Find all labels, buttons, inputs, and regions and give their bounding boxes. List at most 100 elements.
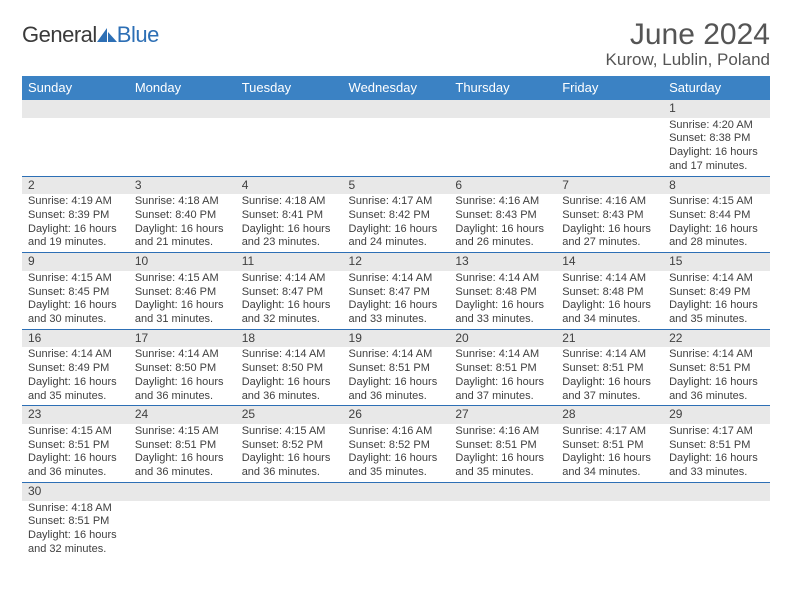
calendar-cell — [556, 100, 663, 176]
day-number: 7 — [556, 177, 663, 195]
day-number-empty — [129, 483, 236, 501]
sunrise-line: Sunrise: 4:19 AM — [28, 195, 123, 209]
daylight-line: Daylight: 16 hours and 32 minutes. — [242, 299, 337, 327]
daylight-line: Daylight: 16 hours and 35 minutes. — [349, 452, 444, 480]
daylight-line: Daylight: 16 hours and 33 minutes. — [455, 299, 550, 327]
calendar-cell — [236, 482, 343, 558]
calendar-cell — [449, 482, 556, 558]
sunset-line: Sunset: 8:40 PM — [135, 209, 230, 223]
sunset-line: Sunset: 8:51 PM — [455, 362, 550, 376]
sunset-line: Sunset: 8:45 PM — [28, 286, 123, 300]
daylight-line: Daylight: 16 hours and 36 minutes. — [135, 376, 230, 404]
sunrise-line: Sunrise: 4:14 AM — [349, 272, 444, 286]
sunset-line: Sunset: 8:51 PM — [562, 362, 657, 376]
day-number-empty — [343, 100, 450, 118]
calendar-cell: 20Sunrise: 4:14 AMSunset: 8:51 PMDayligh… — [449, 329, 556, 406]
calendar-cell: 21Sunrise: 4:14 AMSunset: 8:51 PMDayligh… — [556, 329, 663, 406]
day-details: Sunrise: 4:14 AMSunset: 8:51 PMDaylight:… — [449, 347, 556, 405]
day-details: Sunrise: 4:15 AMSunset: 8:51 PMDaylight:… — [129, 424, 236, 482]
day-details: Sunrise: 4:14 AMSunset: 8:51 PMDaylight:… — [663, 347, 770, 405]
weekday-header: Monday — [129, 76, 236, 100]
calendar-row: 23Sunrise: 4:15 AMSunset: 8:51 PMDayligh… — [22, 406, 770, 483]
daylight-line: Daylight: 16 hours and 31 minutes. — [135, 299, 230, 327]
calendar-cell: 18Sunrise: 4:14 AMSunset: 8:50 PMDayligh… — [236, 329, 343, 406]
day-number-empty — [449, 100, 556, 118]
calendar-cell: 23Sunrise: 4:15 AMSunset: 8:51 PMDayligh… — [22, 406, 129, 483]
brand-text: GeneralBlue — [22, 22, 159, 48]
calendar-cell: 25Sunrise: 4:15 AMSunset: 8:52 PMDayligh… — [236, 406, 343, 483]
daylight-line: Daylight: 16 hours and 36 minutes. — [242, 376, 337, 404]
day-number: 9 — [22, 253, 129, 271]
calendar-cell — [556, 482, 663, 558]
sunset-line: Sunset: 8:51 PM — [28, 515, 123, 529]
sunrise-line: Sunrise: 4:14 AM — [669, 348, 764, 362]
sunrise-line: Sunrise: 4:17 AM — [562, 425, 657, 439]
daylight-line: Daylight: 16 hours and 28 minutes. — [669, 223, 764, 251]
day-number-empty — [449, 483, 556, 501]
calendar-page: GeneralBlue June 2024 Kurow, Lublin, Pol… — [0, 0, 792, 559]
daylight-line: Daylight: 16 hours and 32 minutes. — [28, 529, 123, 557]
sunrise-line: Sunrise: 4:14 AM — [242, 348, 337, 362]
sunset-line: Sunset: 8:44 PM — [669, 209, 764, 223]
sunrise-line: Sunrise: 4:16 AM — [349, 425, 444, 439]
day-details: Sunrise: 4:15 AMSunset: 8:45 PMDaylight:… — [22, 271, 129, 329]
day-number-empty — [663, 483, 770, 501]
daylight-line: Daylight: 16 hours and 35 minutes. — [455, 452, 550, 480]
sunrise-line: Sunrise: 4:15 AM — [242, 425, 337, 439]
day-number: 11 — [236, 253, 343, 271]
calendar-cell: 12Sunrise: 4:14 AMSunset: 8:47 PMDayligh… — [343, 253, 450, 330]
daylight-line: Daylight: 16 hours and 36 minutes. — [349, 376, 444, 404]
sunset-line: Sunset: 8:52 PM — [349, 439, 444, 453]
day-details: Sunrise: 4:16 AMSunset: 8:52 PMDaylight:… — [343, 424, 450, 482]
day-number: 27 — [449, 406, 556, 424]
brand-part2: Blue — [117, 22, 159, 47]
sunrise-line: Sunrise: 4:14 AM — [455, 272, 550, 286]
day-number: 5 — [343, 177, 450, 195]
day-details: Sunrise: 4:15 AMSunset: 8:46 PMDaylight:… — [129, 271, 236, 329]
sunrise-line: Sunrise: 4:15 AM — [28, 425, 123, 439]
daylight-line: Daylight: 16 hours and 36 minutes. — [669, 376, 764, 404]
day-details: Sunrise: 4:17 AMSunset: 8:51 PMDaylight:… — [556, 424, 663, 482]
daylight-line: Daylight: 16 hours and 37 minutes. — [455, 376, 550, 404]
day-number: 28 — [556, 406, 663, 424]
sunset-line: Sunset: 8:38 PM — [669, 132, 764, 146]
day-number: 22 — [663, 330, 770, 348]
sunrise-line: Sunrise: 4:16 AM — [455, 425, 550, 439]
day-number: 12 — [343, 253, 450, 271]
day-number: 17 — [129, 330, 236, 348]
day-details: Sunrise: 4:14 AMSunset: 8:49 PMDaylight:… — [22, 347, 129, 405]
day-number-empty — [22, 100, 129, 118]
daylight-line: Daylight: 16 hours and 23 minutes. — [242, 223, 337, 251]
sunrise-line: Sunrise: 4:18 AM — [28, 502, 123, 516]
calendar-cell: 4Sunrise: 4:18 AMSunset: 8:41 PMDaylight… — [236, 176, 343, 253]
day-details: Sunrise: 4:17 AMSunset: 8:42 PMDaylight:… — [343, 194, 450, 252]
sunset-line: Sunset: 8:41 PM — [242, 209, 337, 223]
sunset-line: Sunset: 8:51 PM — [349, 362, 444, 376]
calendar-cell — [22, 100, 129, 176]
sunrise-line: Sunrise: 4:15 AM — [669, 195, 764, 209]
day-number: 25 — [236, 406, 343, 424]
daylight-line: Daylight: 16 hours and 21 minutes. — [135, 223, 230, 251]
day-details: Sunrise: 4:18 AMSunset: 8:51 PMDaylight:… — [22, 501, 129, 559]
calendar-cell — [663, 482, 770, 558]
calendar-cell: 9Sunrise: 4:15 AMSunset: 8:45 PMDaylight… — [22, 253, 129, 330]
calendar-cell — [129, 482, 236, 558]
calendar-cell: 3Sunrise: 4:18 AMSunset: 8:40 PMDaylight… — [129, 176, 236, 253]
sunrise-line: Sunrise: 4:14 AM — [135, 348, 230, 362]
day-details: Sunrise: 4:15 AMSunset: 8:44 PMDaylight:… — [663, 194, 770, 252]
day-number: 16 — [22, 330, 129, 348]
sunrise-line: Sunrise: 4:14 AM — [669, 272, 764, 286]
sunset-line: Sunset: 8:43 PM — [562, 209, 657, 223]
day-number: 30 — [22, 483, 129, 501]
daylight-line: Daylight: 16 hours and 36 minutes. — [28, 452, 123, 480]
title-block: June 2024 Kurow, Lublin, Poland — [606, 18, 770, 70]
page-header: GeneralBlue June 2024 Kurow, Lublin, Pol… — [22, 18, 770, 70]
day-number: 3 — [129, 177, 236, 195]
day-details: Sunrise: 4:18 AMSunset: 8:41 PMDaylight:… — [236, 194, 343, 252]
calendar-row: 30Sunrise: 4:18 AMSunset: 8:51 PMDayligh… — [22, 482, 770, 558]
day-details: Sunrise: 4:19 AMSunset: 8:39 PMDaylight:… — [22, 194, 129, 252]
calendar-cell — [449, 100, 556, 176]
calendar-cell — [129, 100, 236, 176]
day-number: 13 — [449, 253, 556, 271]
day-number-empty — [236, 100, 343, 118]
